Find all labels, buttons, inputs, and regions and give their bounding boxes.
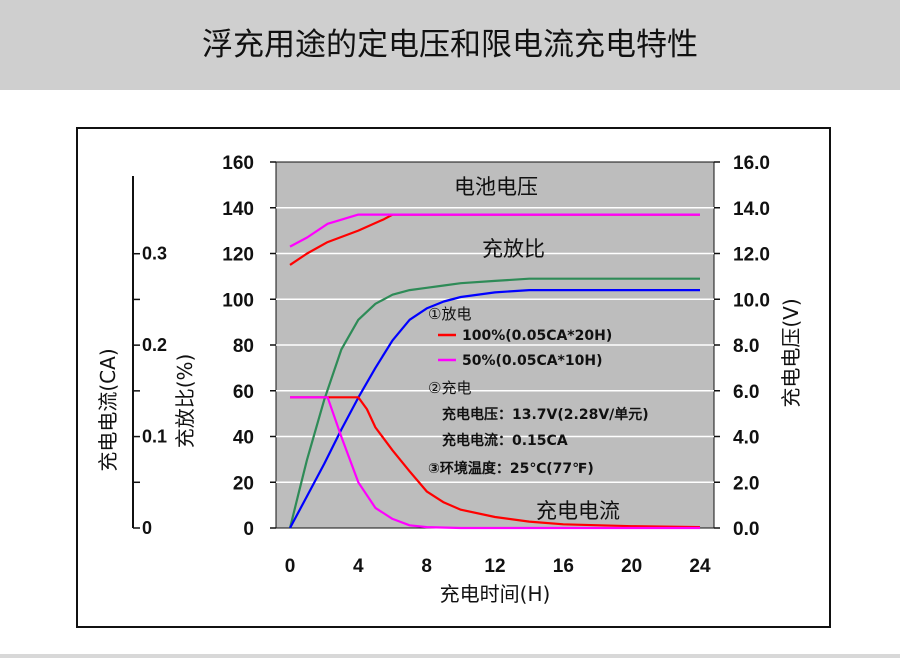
y-left-tick-label: 20 <box>233 473 254 494</box>
x-tick-label: 16 <box>553 556 574 577</box>
legend-charge-title: ②充电 <box>428 379 471 397</box>
series-line-ratio <box>289 289 700 529</box>
y-current-tick-label: 0.3 <box>142 244 167 264</box>
chart-frame: 0 20 40 60 80 100 120 140 160 0.0 2.0 4.0 6.0 8.0 10.0… <box>76 127 831 628</box>
series-line-voltage <box>289 213 700 248</box>
legend-ambient: ③环境温度：25℃(77℉) <box>428 460 594 477</box>
y-right-tick-label: 4.0 <box>733 428 759 449</box>
y-right-tick-label: 12.0 <box>733 245 770 266</box>
legend-charge-current: 充电电流：0.15CA <box>442 432 568 449</box>
x-tick-label: 0 <box>285 556 296 577</box>
bottom-rule <box>0 654 900 658</box>
y-left-tick-label: 60 <box>233 382 254 403</box>
y-left-tick-label: 120 <box>222 245 254 266</box>
y-left-tick-label: 40 <box>233 428 254 449</box>
series-line-current <box>290 396 701 529</box>
y-current-tick-label: 0.1 <box>142 427 167 447</box>
legend-charge-voltage: 充电电压：13.7V(2.28V/单元) <box>442 406 649 423</box>
page-header: 浮充用途的定电压和限电流充电特性 <box>0 0 900 90</box>
x-tick-label: 20 <box>621 556 642 577</box>
y-right-tick-label: 10.0 <box>733 290 770 311</box>
series-group <box>288 213 701 530</box>
y-right-tick-label: 0.0 <box>733 519 759 540</box>
tick-labels: 0204060801001201401600.02.04.06.08.010.0… <box>142 153 770 577</box>
series-line-ratio <box>288 277 700 529</box>
legend: ①放电 100%(0.05CA*20H) 50%(0.05CA*10H) ②充电… <box>428 305 649 477</box>
legend-discharge-title: ①放电 <box>428 305 471 323</box>
y-right-tick-label: 6.0 <box>733 382 759 403</box>
page-title: 浮充用途的定电压和限电流充电特性 <box>202 27 698 63</box>
y-right-tick-label: 8.0 <box>733 336 759 357</box>
y-current-tick-label: 0.2 <box>142 335 167 355</box>
grid <box>276 206 714 484</box>
charge-current-annotation: 充电电流 <box>536 499 620 523</box>
y-right-tick-label: 14.0 <box>733 199 770 220</box>
y-current-axis-title: 充电电流(CA) <box>96 348 120 471</box>
charge-ratio-annotation: 充放比 <box>482 237 545 261</box>
charge-characteristic-chart: 0204060801001201401600.02.04.06.08.010.0… <box>96 153 803 606</box>
y-left-tick-label: 100 <box>222 290 254 311</box>
x-tick-label: 4 <box>353 556 364 577</box>
y-right-axis-title: 充电电压(V) <box>779 298 803 407</box>
axes <box>132 161 720 529</box>
legend-50: 50%(0.05CA*10H) <box>462 353 602 369</box>
y-left-axis-title: 充放比(%) <box>173 354 197 449</box>
y-left-tick-label: 0 <box>243 519 254 540</box>
x-tick-label: 24 <box>689 556 711 577</box>
legend-100: 100%(0.05CA*20H) <box>462 328 612 344</box>
series-line-current <box>290 396 700 530</box>
x-tick-label: 8 <box>421 556 432 577</box>
y-current-tick-label: 0 <box>142 518 152 538</box>
y-right-tick-label: 16.0 <box>733 153 770 174</box>
y-right-tick-label: 2.0 <box>733 473 759 494</box>
y-left-tick-label: 140 <box>222 199 254 220</box>
x-axis-title: 充电时间(H) <box>440 582 551 606</box>
y-left-tick-label: 160 <box>222 153 254 174</box>
x-tick-label: 12 <box>484 556 505 577</box>
battery-voltage-annotation: 电池电压 <box>454 175 538 199</box>
y-left-tick-label: 80 <box>233 336 254 357</box>
